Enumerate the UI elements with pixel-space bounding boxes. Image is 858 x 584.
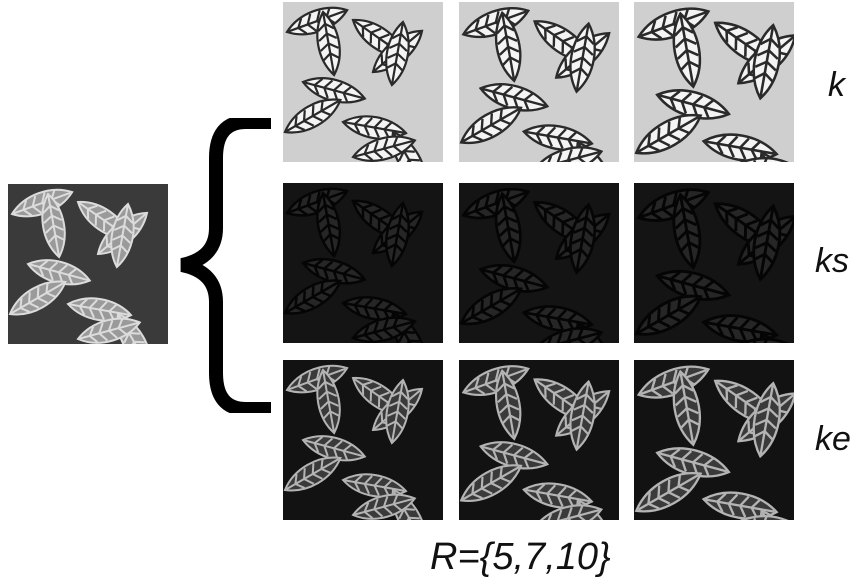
- response-tile-k-2: [459, 2, 619, 162]
- response-tile-k-3: [634, 2, 794, 162]
- leaf-texture-icon: [283, 360, 443, 520]
- response-tile-ke-2: [459, 360, 619, 520]
- row-label-ke: ke: [815, 420, 851, 458]
- leaf-texture-icon: [634, 183, 794, 343]
- source-image: [8, 184, 168, 344]
- response-tile-ks-3: [634, 183, 794, 343]
- response-tile-ks-2: [459, 183, 619, 343]
- leaf-texture-icon: [634, 2, 794, 162]
- leaf-texture-icon: [459, 183, 619, 343]
- leaf-texture-icon: [634, 360, 794, 520]
- leaf-texture-icon: [283, 183, 443, 343]
- row-label-k: k: [828, 66, 845, 104]
- response-tile-ke-3: [634, 360, 794, 520]
- brace-icon: [180, 118, 271, 413]
- leaf-texture-icon: [8, 184, 168, 344]
- response-tile-k-1: [283, 2, 443, 162]
- leaf-texture-icon: [459, 2, 619, 162]
- row-label-ks: ks: [815, 242, 849, 280]
- radius-caption: R={5,7,10}: [430, 536, 611, 578]
- leaf-texture-icon: [283, 2, 443, 162]
- response-tile-ks-1: [283, 183, 443, 343]
- leaf-texture-icon: [459, 360, 619, 520]
- response-tile-ke-1: [283, 360, 443, 520]
